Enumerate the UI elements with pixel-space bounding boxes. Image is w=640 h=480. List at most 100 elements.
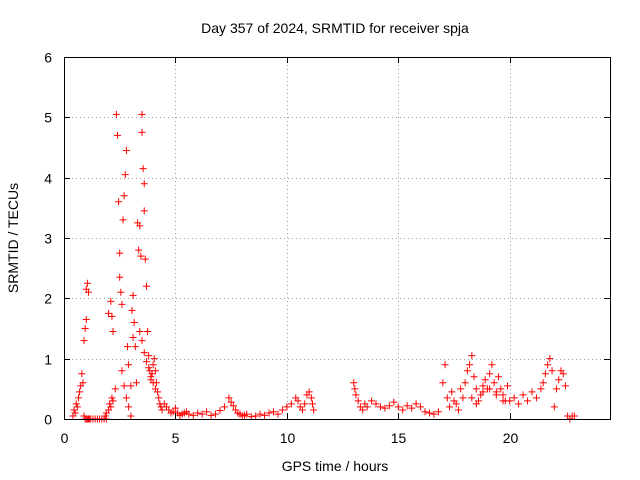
data-point — [439, 379, 447, 387]
data-point — [112, 110, 120, 118]
data-point — [470, 373, 478, 381]
data-point — [452, 400, 460, 408]
data-point — [85, 288, 93, 296]
data-point — [136, 328, 144, 336]
data-point — [74, 394, 82, 402]
data-point — [151, 367, 159, 375]
data-point — [305, 388, 313, 396]
data-point — [122, 394, 130, 402]
data-point — [570, 412, 578, 420]
data-point — [294, 397, 302, 405]
data-point — [537, 385, 545, 393]
x-tick-label: 0 — [61, 430, 69, 446]
data-point — [352, 391, 360, 399]
data-point — [555, 376, 563, 384]
data-point — [372, 400, 380, 408]
data-point — [130, 318, 138, 326]
data-point — [155, 394, 163, 402]
data-point — [194, 409, 202, 417]
data-point — [354, 397, 362, 405]
data-point — [120, 192, 128, 200]
data-point — [466, 361, 474, 369]
data-point — [140, 349, 148, 357]
grid-lines — [64, 57, 610, 419]
data-point — [403, 402, 411, 410]
data-point — [307, 394, 315, 402]
data-point — [142, 282, 150, 290]
data-point — [265, 409, 273, 417]
x-tick-label: 20 — [503, 430, 519, 446]
data-point — [441, 361, 449, 369]
data-point — [479, 382, 487, 390]
data-point — [225, 394, 233, 402]
data-point — [118, 367, 126, 375]
data-point — [171, 404, 179, 412]
data-point — [227, 398, 235, 406]
data-point — [479, 388, 487, 396]
data-point — [81, 325, 89, 332]
data-point — [131, 343, 139, 351]
data-point — [548, 367, 556, 375]
data-point — [256, 410, 264, 418]
x-tick-label: 10 — [280, 430, 296, 446]
data-point — [448, 388, 456, 396]
data-point — [561, 382, 569, 390]
data-point — [446, 403, 454, 411]
data-point — [351, 385, 359, 393]
axis-ticks: 0 5 10 15 20 0 1 2 3 4 5 6 — [44, 50, 610, 446]
data-point — [138, 128, 146, 136]
data-point — [492, 391, 500, 399]
data-point — [117, 288, 125, 296]
data-point — [129, 334, 137, 342]
data-point — [459, 394, 467, 402]
data-point — [463, 367, 471, 375]
data-point — [142, 358, 150, 366]
data-point — [128, 306, 136, 314]
data-point — [185, 410, 193, 418]
data-point — [120, 382, 128, 390]
data-point — [430, 410, 438, 418]
data-point — [287, 400, 295, 408]
data-point — [72, 400, 80, 408]
data-point — [468, 394, 476, 402]
data-point — [468, 352, 476, 360]
y-axis-label: SRMTID / TECUs — [5, 183, 21, 293]
data-point — [82, 315, 90, 323]
data-point — [118, 300, 126, 308]
data-point — [390, 398, 398, 406]
data-point — [399, 406, 407, 414]
data-point — [140, 207, 148, 215]
data-point — [139, 165, 147, 173]
data-point — [443, 394, 451, 402]
data-point — [76, 388, 84, 396]
data-point — [229, 402, 237, 410]
data-point — [550, 403, 558, 411]
data-point — [481, 376, 489, 384]
y-tick-label: 6 — [44, 50, 52, 66]
data-point — [111, 385, 119, 393]
x-axis-label: GPS time / hours — [282, 458, 389, 474]
data-point — [203, 408, 211, 416]
data-point — [216, 407, 224, 415]
data-point — [109, 397, 117, 405]
data-point — [499, 391, 507, 399]
data-point — [113, 131, 121, 139]
data-point — [140, 180, 148, 188]
data-point — [125, 361, 133, 369]
data-point — [247, 413, 255, 421]
data-point — [350, 379, 358, 387]
data-point — [488, 361, 496, 369]
data-point — [381, 404, 389, 412]
data-point — [125, 403, 133, 411]
data-point — [129, 291, 137, 299]
data-point — [138, 110, 146, 118]
data-point — [115, 198, 123, 206]
data-point — [363, 403, 371, 411]
data-point — [124, 343, 132, 351]
data-point — [207, 411, 215, 419]
data-point — [212, 410, 220, 418]
data-point — [141, 255, 149, 263]
data-point — [457, 385, 465, 393]
y-tick-label: 4 — [44, 171, 52, 187]
data-point — [144, 328, 152, 336]
